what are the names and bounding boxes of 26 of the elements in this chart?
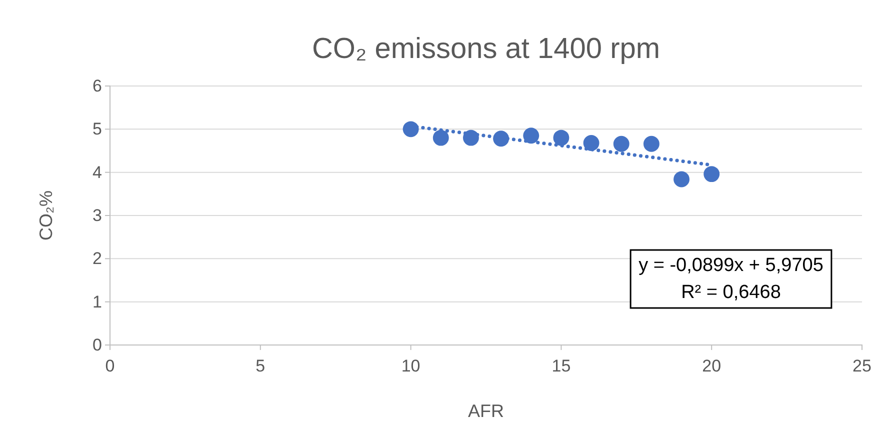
x-tick-label: 0 [105, 356, 115, 376]
annotation: R² = 0,6468 [681, 282, 781, 303]
x-tick-label: 20 [702, 356, 722, 376]
x-axis-title: AFR [468, 401, 504, 421]
annotation: y = -0,0899x + 5,9705 [638, 255, 824, 276]
y-tick-label: 3 [92, 206, 102, 225]
y-tick-label: 4 [92, 162, 102, 182]
point [613, 136, 630, 152]
x-tick-label: 15 [552, 356, 571, 376]
y-tick-label: 5 [92, 120, 102, 139]
point [674, 171, 690, 188]
point [704, 166, 720, 182]
x-tick-label: 5 [256, 356, 266, 376]
y-tick-label: 0 [92, 335, 102, 354]
x-tick-label: 10 [401, 356, 420, 376]
chart-title: CO₂ emissons at 1400 rpm [312, 33, 660, 65]
point [643, 136, 660, 152]
x-tick-label: 25 [852, 356, 872, 376]
point [523, 128, 540, 144]
y-axis-title: CO₂% [36, 190, 56, 240]
y-tick-label: 1 [92, 292, 102, 312]
y-tick-label: 2 [92, 249, 102, 268]
y-tick-label: 6 [92, 76, 102, 96]
point [432, 130, 449, 146]
point [583, 135, 600, 151]
point [553, 130, 570, 146]
